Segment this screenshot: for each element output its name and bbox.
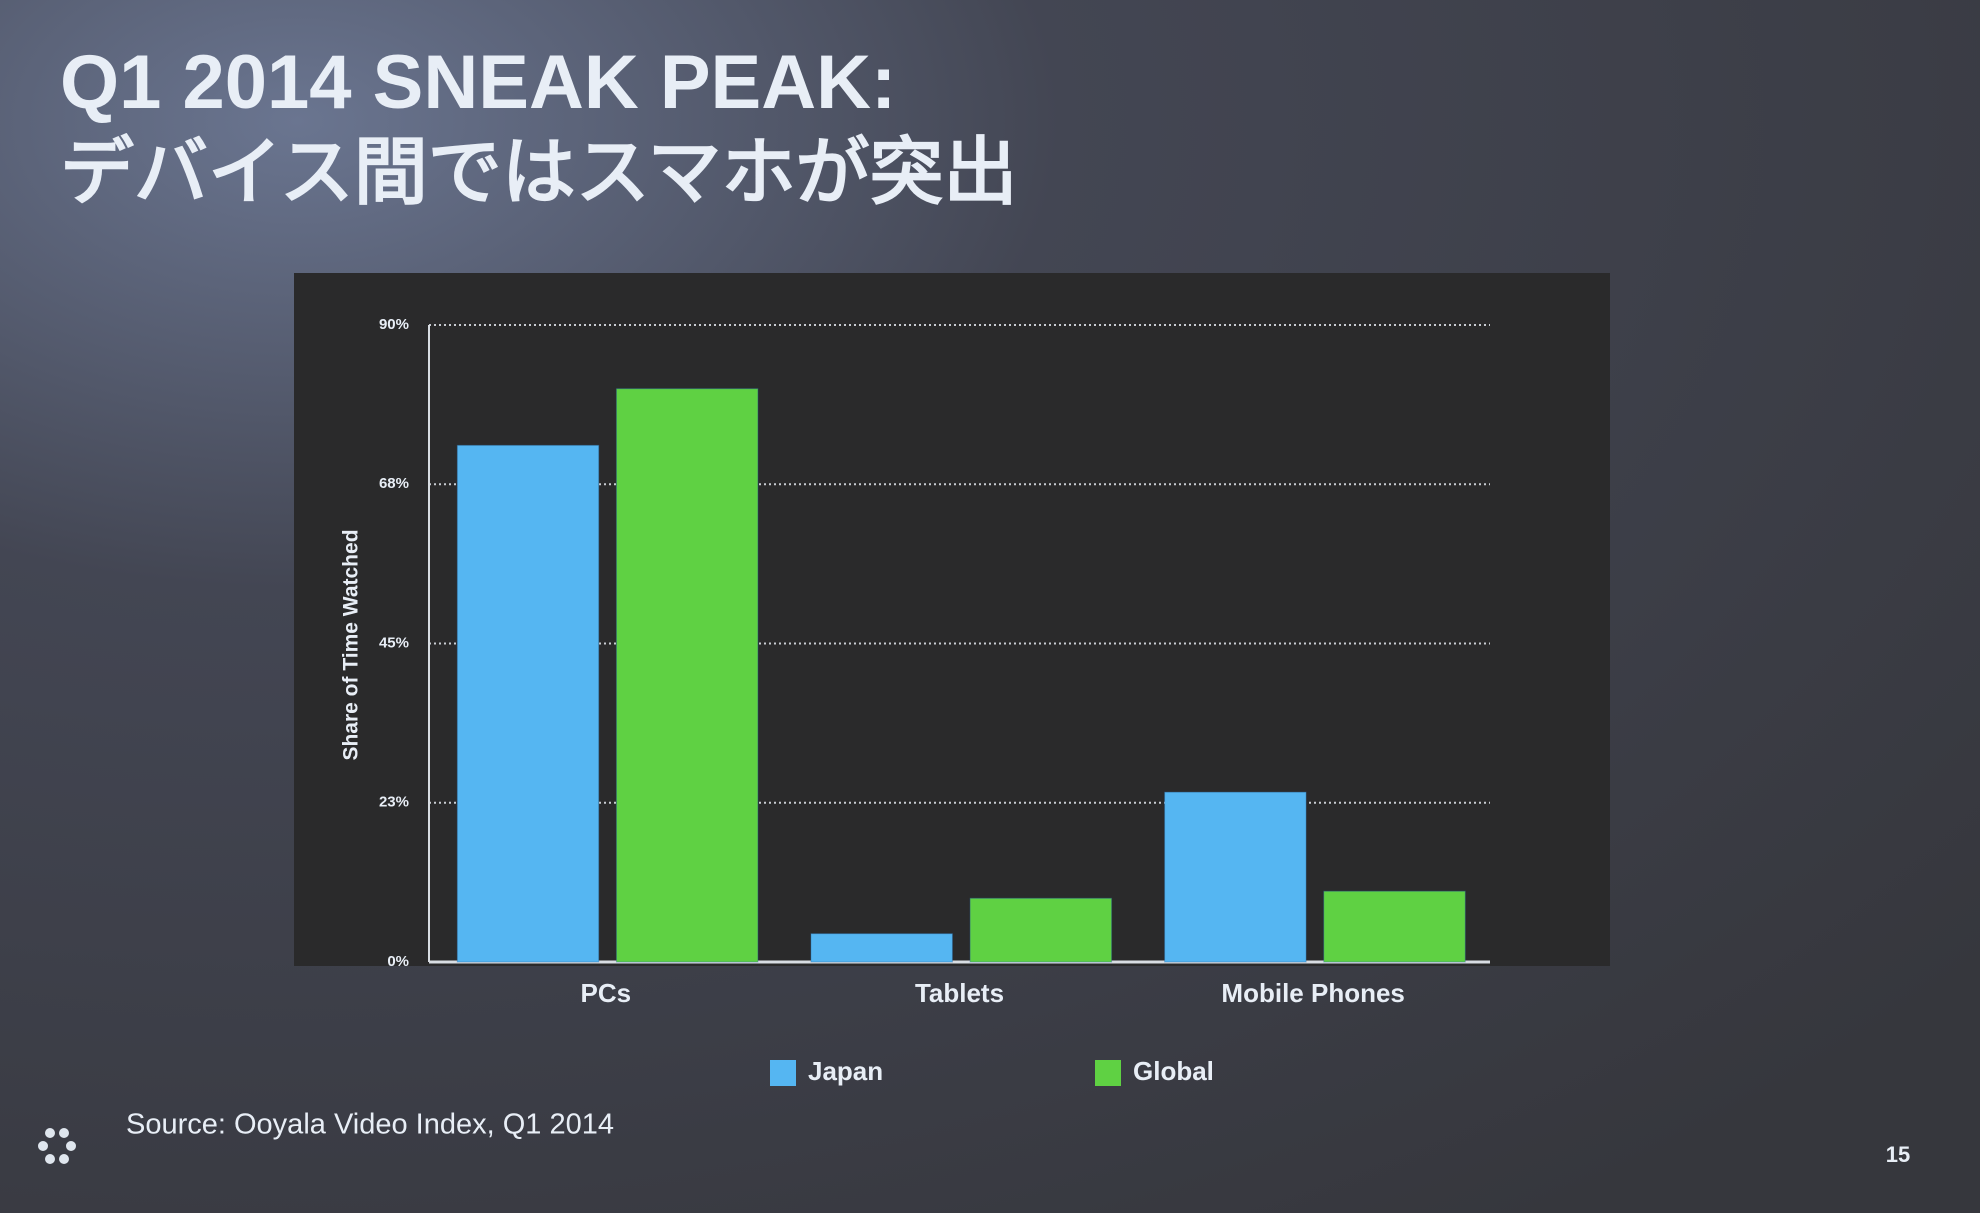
legend-label: Japan [808, 1056, 883, 1086]
y-tick-label: 45% [379, 634, 409, 651]
logo [38, 1128, 76, 1164]
bar [615, 388, 759, 963]
legend-swatch [770, 1060, 796, 1086]
y-tick-label: 0% [387, 953, 409, 970]
x-tick-label: Tablets [915, 978, 1004, 1008]
bar [456, 444, 600, 963]
x-tick-label: PCs [581, 978, 632, 1008]
y-tick-label: 90% [379, 316, 409, 333]
legend-swatch [1095, 1060, 1121, 1086]
bar [1323, 890, 1466, 963]
y-tick-label: 23% [379, 794, 409, 811]
bar [1164, 791, 1307, 963]
legend-label: Global [1133, 1056, 1214, 1086]
y-tick-label: 68% [379, 475, 409, 492]
source: Source: Ooyala Video Index, Q1 2014 [126, 1109, 614, 1141]
y-axis-title: Share of Time Watched [340, 529, 363, 760]
slide-title: Q1 2014 SNEAK PEAK: [60, 40, 896, 125]
slide-subtitle: デバイス間ではスマホが突出 [60, 131, 1018, 214]
bar [969, 897, 1113, 963]
page-number: 15 [1886, 1142, 1910, 1167]
x-tick-label: Mobile Phones [1221, 978, 1404, 1008]
bar [810, 933, 953, 963]
